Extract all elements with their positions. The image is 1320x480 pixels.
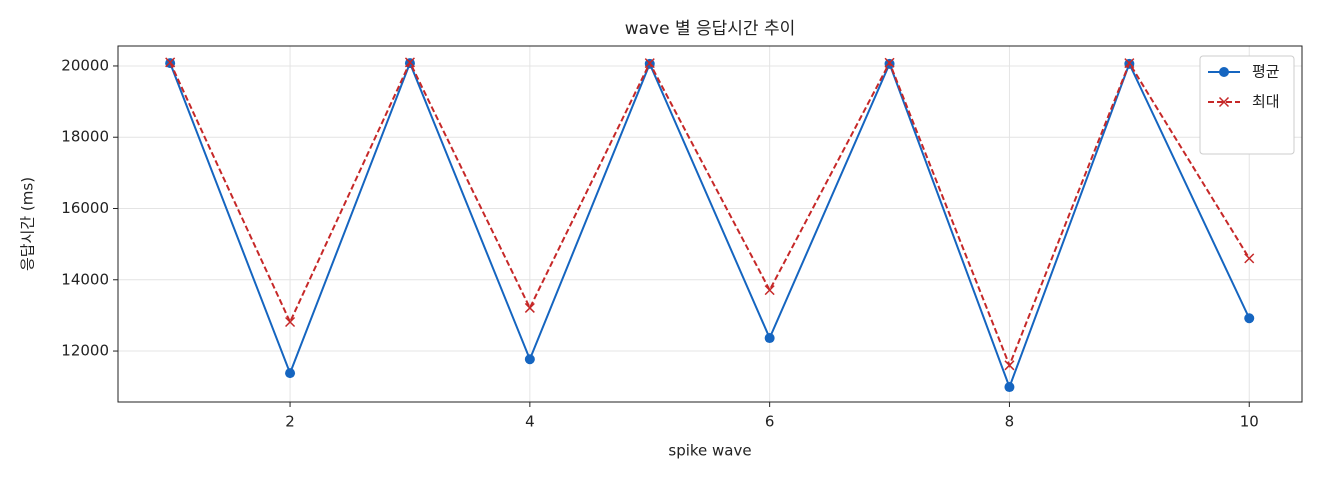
marker [1124,58,1135,69]
marker [1218,96,1230,108]
marker [165,57,176,68]
x-tick-label: 2 [285,413,295,431]
x-tick-label: 8 [1005,413,1015,431]
marker [1244,313,1255,324]
marker [1004,382,1015,393]
legend-label: 최대 [1252,93,1280,111]
x-tick-label: 4 [525,413,535,431]
marker [884,57,895,68]
y-tick-label: 14000 [61,270,109,288]
y-tick-label: 16000 [61,199,109,217]
marker [285,316,296,328]
x-tick-label: 10 [1240,413,1259,431]
marker [764,333,775,344]
marker [764,285,775,296]
series-line [169,60,1251,390]
legend-box [1199,55,1295,155]
x-axis-label: spike wave [668,442,751,460]
series-line [169,60,1251,369]
marker [1244,253,1255,264]
y-tick-label: 18000 [61,128,109,146]
marker [285,368,296,379]
plot-frame [117,45,1303,403]
x-tick-label: 6 [765,413,775,431]
marker [524,302,535,313]
chart-title: wave 별 응답시간 추이 [625,19,796,39]
marker [404,57,415,68]
marker [1219,67,1229,77]
y-axis-label: 응답시간 (ms) [19,177,37,271]
y-tick-label: 20000 [61,56,109,74]
marker [524,354,535,365]
y-tick-label: 12000 [61,342,109,360]
legend-label: 평균 [1252,63,1280,81]
marker [644,58,655,69]
marker [1004,360,1015,371]
